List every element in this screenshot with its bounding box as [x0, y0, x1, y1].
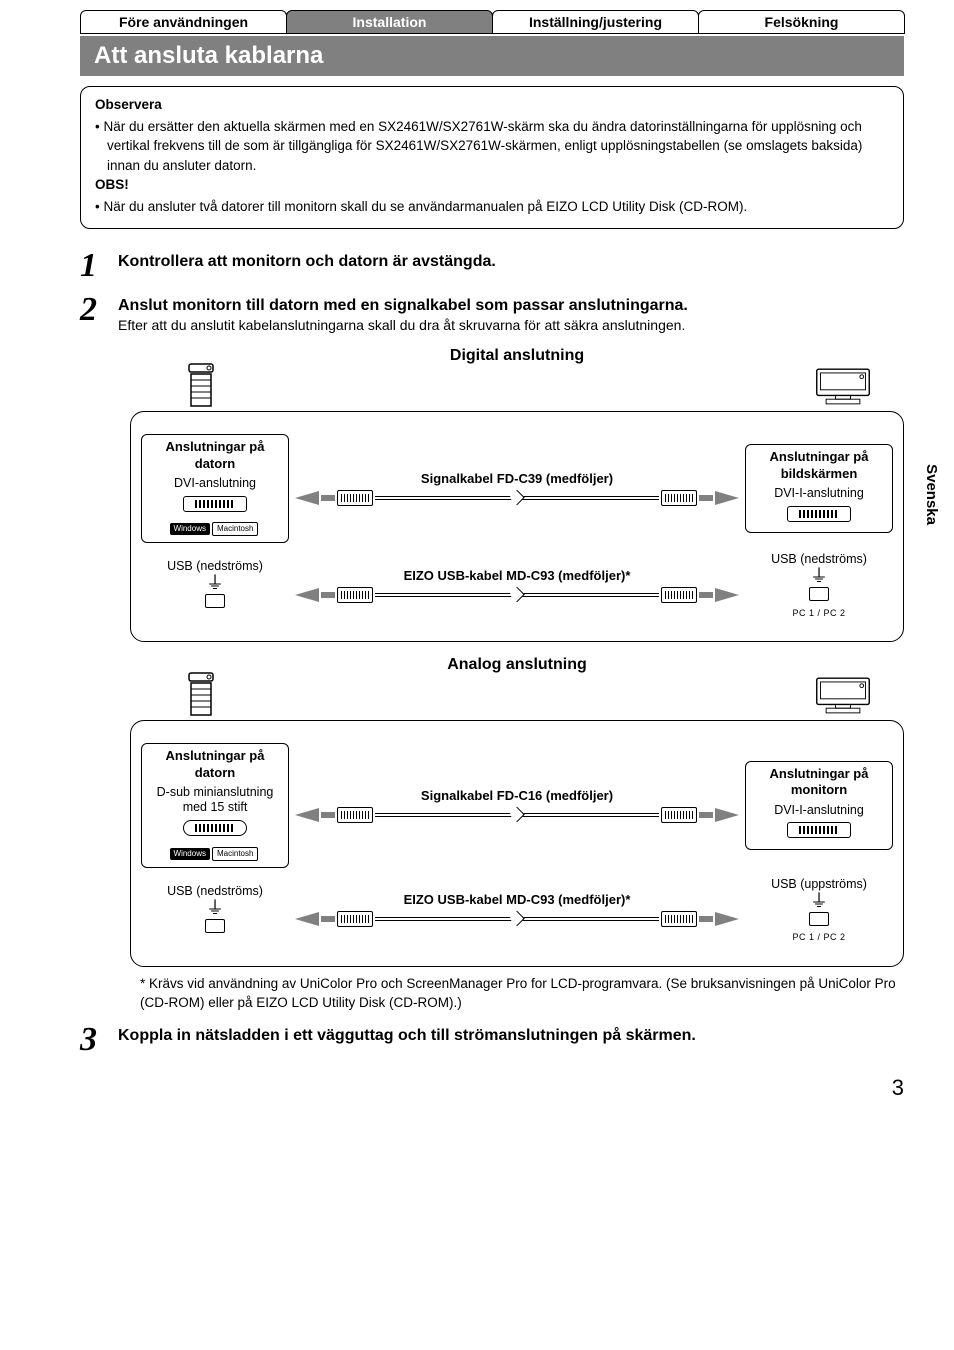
usb-port-icon: [809, 912, 829, 926]
digital-usb-right: USB (nedströms) ⏚ PC 1 / PC 2: [771, 551, 867, 619]
digital-usb-left-label: USB (nedströms): [167, 558, 263, 574]
digital-right-box: Anslutningar på bildskärmen DVI-I-anslut…: [745, 444, 893, 533]
usb-icon: ⏚: [167, 899, 263, 917]
tab-before-use[interactable]: Före användningen: [80, 10, 287, 34]
tab-installation[interactable]: Installation: [286, 10, 493, 34]
analog-left-box: Anslutningar på datorn D-sub minianslutn…: [141, 743, 289, 867]
digital-left-conn: DVI-anslutning: [146, 476, 284, 492]
step-2-subtitle: Efter att du anslutit kabelanslutningarn…: [118, 317, 904, 333]
step-3-title: Koppla in nätsladden i ett vägguttag och…: [118, 1027, 904, 1045]
analog-usb-left: USB (nedströms) ⏚: [167, 883, 263, 938]
pc-label: PC 1 / PC 2: [771, 608, 867, 620]
digital-cable-2-label: EIZO USB-kabel MD-C93 (medföljer)*: [295, 568, 739, 583]
analog-row-usb: USB (nedströms) ⏚ EIZO USB-kabel MD-C93 …: [141, 876, 893, 944]
step-2-title: Anslut monitorn till datorn med en signa…: [118, 297, 904, 315]
page-number: 3: [892, 1075, 904, 1101]
digital-diagram: Anslutningar på datorn DVI-anslutning Wi…: [130, 411, 904, 642]
macintosh-badge: Macintosh: [212, 522, 258, 536]
analog-right-conn: DVI-I-anslutning: [750, 803, 888, 819]
macintosh-badge: Macintosh: [212, 847, 258, 861]
dvi-i-port-icon: [787, 506, 851, 522]
digital-right-conn: DVI-I-anslutning: [750, 486, 888, 502]
cable-illustration: [295, 490, 739, 506]
pc-label: PC 1 / PC 2: [771, 932, 867, 944]
analog-row-signal: Anslutningar på datorn D-sub minianslutn…: [141, 743, 893, 867]
step-1: 1 Kontrollera att monitorn och datorn är…: [80, 249, 904, 283]
analog-usb-right: USB (uppströms) ⏚ PC 1 / PC 2: [771, 876, 867, 944]
step-2: 2 Anslut monitorn till datorn med en sig…: [80, 293, 904, 333]
tab-troubleshooting[interactable]: Felsökning: [698, 10, 905, 34]
analog-usb-left-label: USB (nedströms): [167, 883, 263, 899]
notice-box: Observera När du ersätter den aktuella s…: [80, 86, 904, 229]
step-1-title: Kontrollera att monitorn och datorn är a…: [118, 253, 904, 271]
dvi-i-port-icon: [787, 822, 851, 838]
monitor-icon: [813, 362, 873, 408]
usb-icon: ⏚: [167, 574, 263, 592]
analog-left-title: Anslutningar på datorn: [146, 748, 284, 781]
cable-illustration: [295, 587, 739, 603]
analog-left-conn: D-sub minianslutning med 15 stift: [146, 785, 284, 816]
usb-port-icon: [809, 587, 829, 601]
analog-diagram-wrap: Analog anslutning: [130, 656, 904, 967]
digital-cable-1-label: Signalkabel FD-C39 (medföljer): [295, 471, 739, 486]
step-2-number: 2: [80, 293, 108, 327]
cable-illustration: [295, 911, 739, 927]
notice-heading-2: OBS!: [95, 175, 889, 195]
usb-icon: ⏚: [771, 567, 867, 585]
step-3: 3 Koppla in nätsladden i ett vägguttag o…: [80, 1023, 904, 1057]
cable-illustration: [295, 807, 739, 823]
dvi-port-icon: [183, 496, 247, 512]
digital-right-title: Anslutningar på bildskärmen: [750, 449, 888, 482]
dsub-port-icon: [183, 820, 247, 836]
tab-settings[interactable]: Inställning/justering: [492, 10, 699, 34]
step-1-number: 1: [80, 249, 108, 283]
digital-left-box: Anslutningar på datorn DVI-anslutning Wi…: [141, 434, 289, 543]
tab-bar: Före användningen Installation Inställni…: [80, 10, 904, 34]
digital-row-usb: USB (nedströms) ⏚ EIZO USB-kabel MD-C93 …: [141, 551, 893, 619]
analog-right-box: Anslutningar på monitorn DVI-I-anslutnin…: [745, 761, 893, 850]
language-side-label: Svenska: [923, 464, 940, 525]
digital-row-signal: Anslutningar på datorn DVI-anslutning Wi…: [141, 434, 893, 543]
windows-badge: Windows: [170, 523, 210, 535]
footnote: * Krävs vid användning av UniColor Pro o…: [140, 975, 904, 1013]
analog-cable-1-label: Signalkabel FD-C16 (medföljer): [295, 788, 739, 803]
usb-port-icon: [205, 594, 225, 608]
monitor-icon: [813, 671, 873, 717]
analog-right-title: Anslutningar på monitorn: [750, 766, 888, 799]
digital-usb-right-label: USB (nedströms): [771, 551, 867, 567]
computer-icon: [171, 362, 231, 408]
windows-badge: Windows: [170, 848, 210, 860]
notice-item-1: När du ersätter den aktuella skärmen med…: [95, 117, 889, 176]
usb-icon: ⏚: [771, 892, 867, 910]
usb-port-icon: [205, 919, 225, 933]
analog-cable-2-label: EIZO USB-kabel MD-C93 (medföljer)*: [295, 892, 739, 907]
notice-item-2: När du ansluter två datorer till monitor…: [95, 197, 889, 217]
step-3-number: 3: [80, 1023, 108, 1057]
digital-left-title: Anslutningar på datorn: [146, 439, 284, 472]
notice-heading-1: Observera: [95, 95, 889, 115]
page-title: Att ansluta kablarna: [80, 36, 904, 76]
computer-icon: [171, 671, 231, 717]
digital-usb-left: USB (nedströms) ⏚: [167, 558, 263, 613]
analog-usb-right-label: USB (uppströms): [771, 876, 867, 892]
digital-diagram-wrap: Digital anslutning: [130, 347, 904, 642]
analog-diagram: Anslutningar på datorn D-sub minianslutn…: [130, 720, 904, 967]
